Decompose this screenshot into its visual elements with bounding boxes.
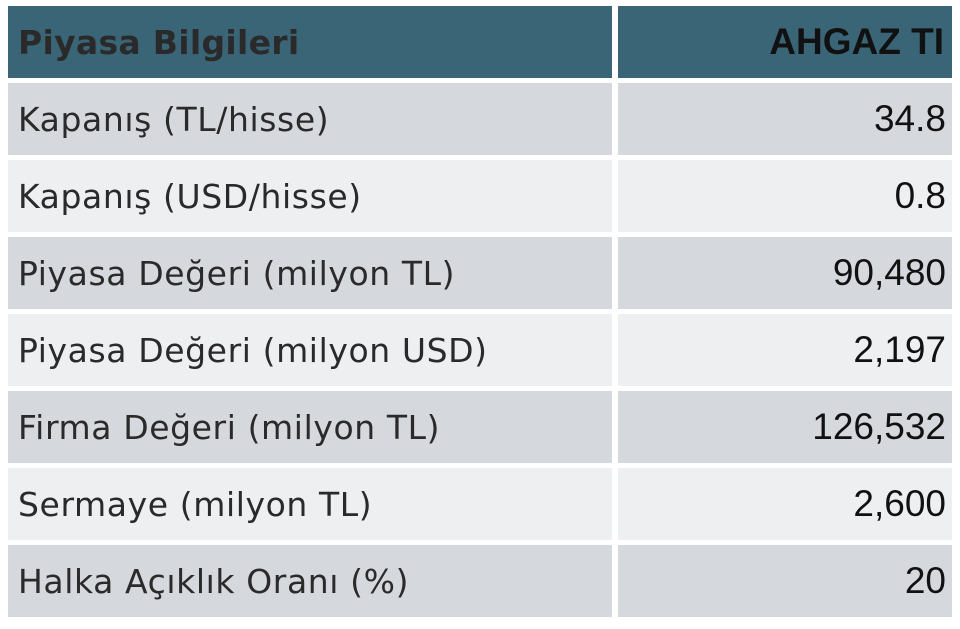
row-value-close-tl: 34.8 [618,83,952,155]
row-label-market-cap-usd: Piyasa Değeri (milyon USD) [8,314,612,386]
row-label-close-tl: Kapanış (TL/hisse) [8,83,612,155]
row-label-free-float: Halka Açıklık Oranı (%) [8,545,612,617]
row-label-close-usd: Kapanış (USD/hisse) [8,160,612,232]
row-value-free-float: 20 [618,545,952,617]
row-value-close-usd: 0.8 [618,160,952,232]
table-header-label: Piyasa Bilgileri [8,6,612,78]
row-value-capital: 2,600 [618,468,952,540]
row-label-market-cap-tl: Piyasa Değeri (milyon TL) [8,237,612,309]
row-label-enterprise-value: Firma Değeri (milyon TL) [8,391,612,463]
row-label-capital: Sermaye (milyon TL) [8,468,612,540]
market-info-table: Piyasa Bilgileri AHGAZ TI Kapanış (TL/hi… [8,6,952,617]
row-value-market-cap-usd: 2,197 [618,314,952,386]
row-value-enterprise-value: 126,532 [618,391,952,463]
row-value-market-cap-tl: 90,480 [618,237,952,309]
table-header-ticker: AHGAZ TI [618,6,952,78]
